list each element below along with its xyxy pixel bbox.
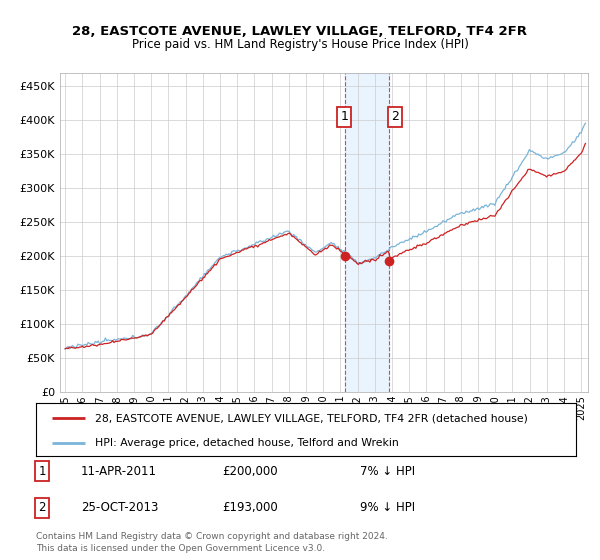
Text: 9% ↓ HPI: 9% ↓ HPI	[360, 501, 415, 514]
Text: 2: 2	[38, 501, 46, 514]
Text: £193,000: £193,000	[222, 501, 278, 514]
Text: 28, EASTCOTE AVENUE, LAWLEY VILLAGE, TELFORD, TF4 2FR: 28, EASTCOTE AVENUE, LAWLEY VILLAGE, TEL…	[73, 25, 527, 38]
Text: 1: 1	[340, 110, 348, 123]
Text: £200,000: £200,000	[222, 465, 278, 478]
Text: Price paid vs. HM Land Registry's House Price Index (HPI): Price paid vs. HM Land Registry's House …	[131, 38, 469, 51]
Text: Contains HM Land Registry data © Crown copyright and database right 2024.
This d: Contains HM Land Registry data © Crown c…	[36, 532, 388, 553]
Text: 2: 2	[391, 110, 399, 123]
Text: 7% ↓ HPI: 7% ↓ HPI	[360, 465, 415, 478]
Text: 28, EASTCOTE AVENUE, LAWLEY VILLAGE, TELFORD, TF4 2FR (detached house): 28, EASTCOTE AVENUE, LAWLEY VILLAGE, TEL…	[95, 413, 528, 423]
Text: 25-OCT-2013: 25-OCT-2013	[81, 501, 158, 514]
Text: 11-APR-2011: 11-APR-2011	[81, 465, 157, 478]
Text: 1: 1	[38, 465, 46, 478]
Text: HPI: Average price, detached house, Telford and Wrekin: HPI: Average price, detached house, Telf…	[95, 438, 399, 448]
Bar	[345, 73, 389, 392]
